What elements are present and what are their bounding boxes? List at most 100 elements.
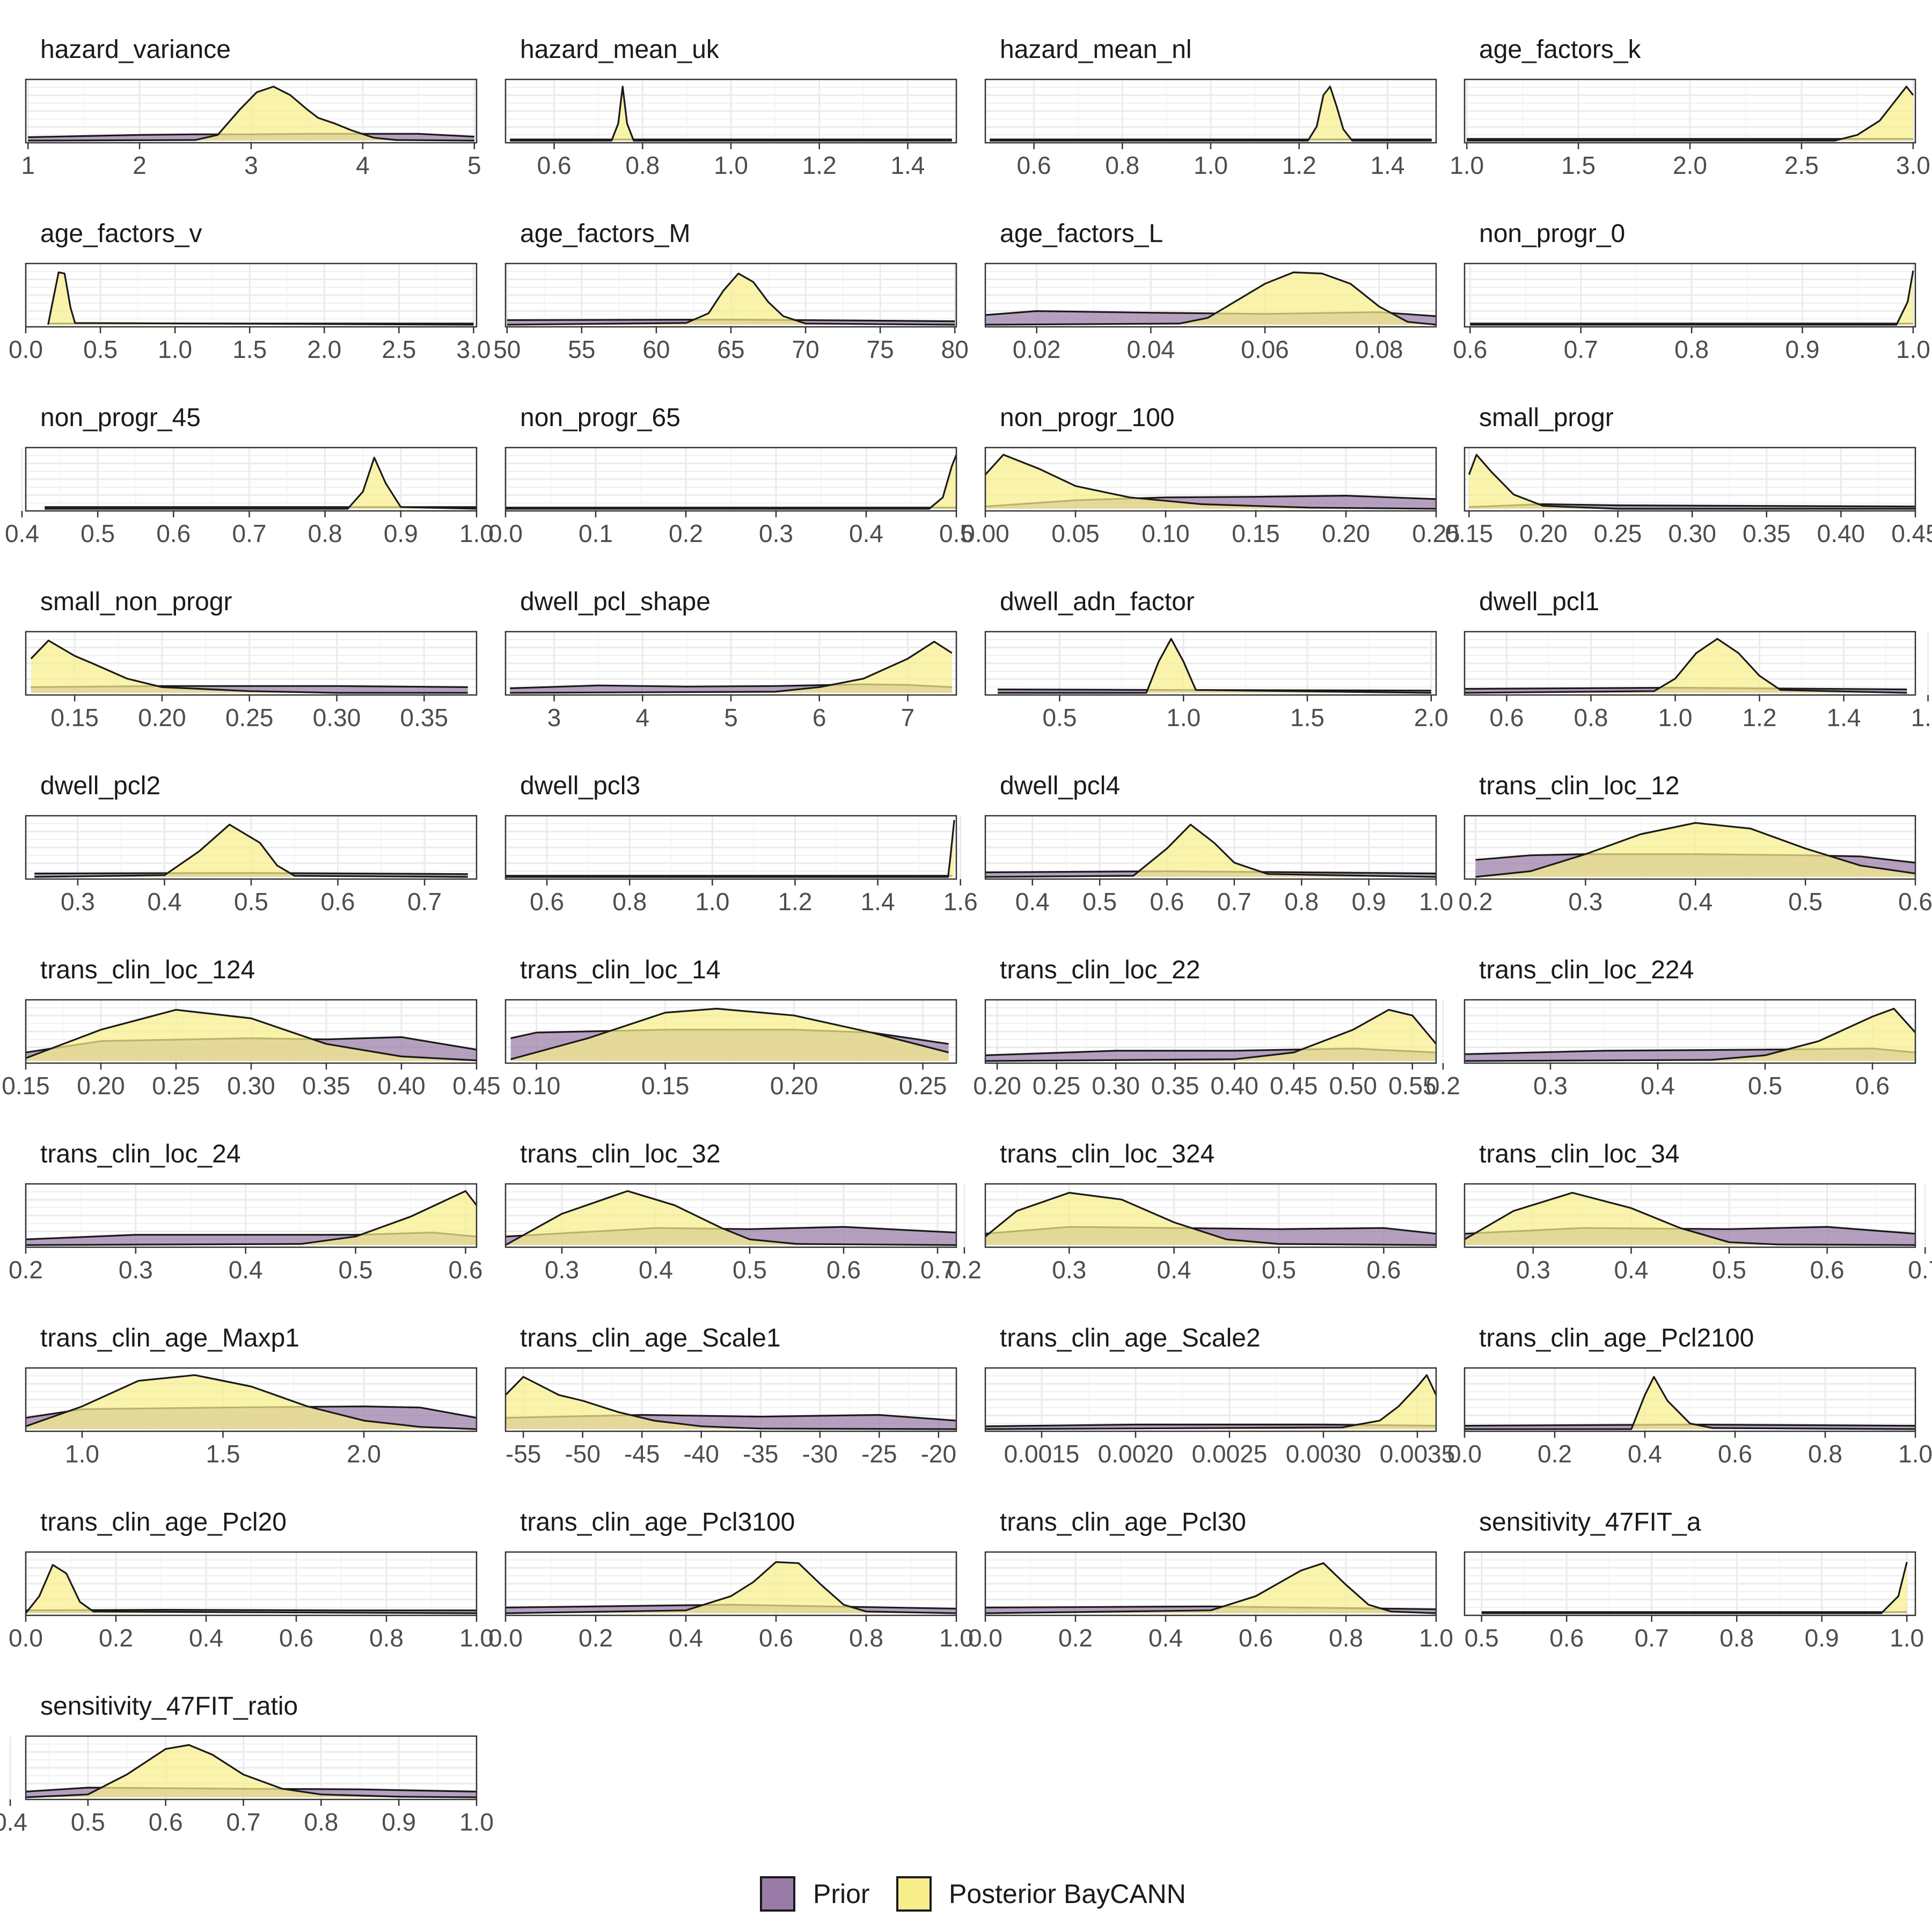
x-tick-label: 0.8	[1284, 888, 1319, 916]
x-tick-label: 0.4	[849, 519, 883, 547]
x-tick-label: 0.7	[1217, 888, 1252, 916]
posterior-density-area	[26, 1375, 477, 1429]
x-tick-label: 0.4	[1628, 1440, 1662, 1468]
panel-title-trans-clin-loc-12: trans_clin_loc_12	[1479, 772, 1680, 800]
x-tick-label: 0.2	[1426, 1072, 1460, 1100]
x-tick-label: 0.7	[920, 1256, 955, 1284]
x-tick-label: 1.5	[1561, 151, 1596, 179]
posterior-density-line	[47, 271, 474, 326]
x-tick-label: 6	[813, 704, 826, 731]
panel-border	[25, 447, 478, 512]
x-tick-label: 1.0	[459, 1808, 494, 1836]
panel-border	[25, 262, 478, 328]
posterior-density-area	[26, 1745, 477, 1797]
panel-border	[984, 447, 1437, 512]
panel-title-dwell-pcl2: dwell_pcl2	[40, 772, 160, 800]
posterior-density-line	[985, 1009, 1437, 1062]
panel-age-factors-l: age_factors_L 0.02 0.04 0.06 0.08	[984, 219, 1437, 363]
legend-key-posterior	[896, 1876, 932, 1912]
x-tick-label: 0.4	[189, 1624, 223, 1652]
x-tick-label: 0.50	[1329, 1072, 1377, 1100]
panel-age-factors-m: age_factors_M 50 55 60 65 70 75 80	[493, 219, 969, 363]
x-tick-label: 0.9	[1805, 1624, 1839, 1652]
panel-title-dwell-pcl1: dwell_pcl1	[1479, 588, 1599, 616]
panel-trans-clin-loc-224: trans_clin_loc_224 0.2 0.3 0.4 0.5 0.6	[1426, 956, 1916, 1100]
x-tick-label: 0.45	[1270, 1072, 1318, 1100]
x-tick-label: 7	[901, 704, 915, 731]
x-tick-label: 0.20	[1322, 519, 1370, 547]
x-tick-label: 0.4	[639, 1256, 673, 1284]
x-tick-label: 70	[792, 335, 819, 363]
x-tick-label: 0.20	[973, 1072, 1021, 1100]
panel-border	[504, 447, 957, 512]
x-tick-label: 0.3	[1533, 1072, 1568, 1100]
x-tick-label: 80	[941, 335, 969, 363]
panel-title-sensitivity-47fit-a: sensitivity_47FIT_a	[1479, 1508, 1701, 1536]
panel-title-trans-clin-age-pcl20: trans_clin_age_Pcl20	[40, 1508, 287, 1536]
panel-border	[25, 631, 478, 696]
x-tick-label: 1.6	[943, 888, 978, 916]
x-tick-label: 1.4	[861, 888, 895, 916]
x-tick-label: 0.30	[1092, 1072, 1140, 1100]
posterior-density-line	[1468, 453, 1915, 510]
x-tick-label: 0.20	[77, 1072, 125, 1100]
panel-border	[1463, 1183, 1916, 1248]
x-tick-label: 0.4	[5, 519, 39, 547]
x-tick-label: 1.5	[206, 1440, 240, 1468]
x-tick-label: 0.10	[1141, 519, 1190, 547]
panel-title-dwell-pcl-shape: dwell_pcl_shape	[520, 588, 711, 616]
posterior-density-line	[984, 1191, 1437, 1246]
x-tick-label: 0.6	[1855, 1072, 1890, 1100]
x-tick-label: 1.0	[1890, 1624, 1924, 1652]
posterior-density-line	[1464, 1191, 1916, 1246]
x-tick-label: 1.4	[1370, 151, 1404, 179]
panel-sensitivity-47fit-a: sensitivity_47FIT_a 0.5 0.6 0.7 0.8 0.9 1.0	[1463, 1508, 1924, 1652]
x-tick-label: 1.2	[1282, 151, 1316, 179]
posterior-density-line	[510, 85, 952, 142]
x-tick-label: 2	[133, 151, 147, 179]
posterior-density-area	[45, 457, 477, 509]
posterior-density-line	[507, 273, 955, 326]
x-tick-label: 1.2	[802, 151, 837, 179]
panel-border	[504, 815, 957, 880]
x-tick-label: 1.0	[158, 335, 192, 363]
posterior-density-area	[34, 824, 468, 877]
x-tick-label: 0.0030	[1286, 1440, 1362, 1468]
panel-trans-clin-age-scale2: trans_clin_age_Scale2 0.0015 0.0020 0.0025 0…	[984, 1324, 1455, 1468]
x-tick-label: 0.8	[369, 1624, 404, 1652]
x-tick-label: -35	[743, 1440, 778, 1468]
x-tick-label: 0.4	[229, 1256, 263, 1284]
panel-border	[1463, 262, 1916, 328]
panel-title-age-factors-m: age_factors_M	[520, 219, 691, 248]
panel-border	[504, 1183, 957, 1248]
x-tick-label: 0.2	[99, 1624, 133, 1652]
x-tick-label: 0.02	[1013, 335, 1061, 363]
panel-border	[1463, 1551, 1916, 1616]
posterior-density-area	[985, 1192, 1436, 1245]
x-tick-label: 0.8	[304, 1808, 338, 1836]
x-tick-label: 4	[356, 151, 370, 179]
legend-label-posterior: Posterior BayCANN	[949, 1879, 1186, 1909]
posterior-density-line	[504, 1375, 957, 1430]
x-tick-label: 0.0	[968, 1624, 1002, 1652]
panel-border	[984, 999, 1437, 1064]
x-tick-label: -30	[802, 1440, 838, 1468]
x-tick-label: 50	[493, 335, 521, 363]
panel-sensitivity-47fit-ratio: sensitivity_47FIT_ratio 0.4 0.5 0.6 0.7 0.8 0.…	[0, 1692, 494, 1836]
posterior-density-area	[985, 455, 1436, 509]
x-tick-label: 0.5	[1465, 1624, 1499, 1652]
panel-border	[504, 1551, 957, 1616]
x-tick-label: 0.4	[1641, 1072, 1675, 1100]
posterior-density-line	[1475, 822, 1916, 878]
x-tick-label: 1.6	[1911, 704, 1932, 731]
posterior-density-area	[1465, 1008, 1915, 1061]
panel-title-small-non-progr: small_non_progr	[40, 588, 232, 616]
panel-title-hazard-mean-uk: hazard_mean_uk	[520, 35, 720, 64]
x-tick-label: 0.8	[1808, 1440, 1842, 1468]
x-tick-label: 0.6	[1898, 888, 1932, 916]
panel-title-hazard-mean-nl: hazard_mean_nl	[1000, 35, 1192, 64]
x-tick-label: -55	[506, 1440, 541, 1468]
x-tick-label: 0.4	[1678, 888, 1713, 916]
panel-hazard-mean-nl: hazard_mean_nl 0.6 0.8 1.0 1.2 1.4	[984, 35, 1437, 179]
posterior-density-line	[506, 454, 957, 510]
